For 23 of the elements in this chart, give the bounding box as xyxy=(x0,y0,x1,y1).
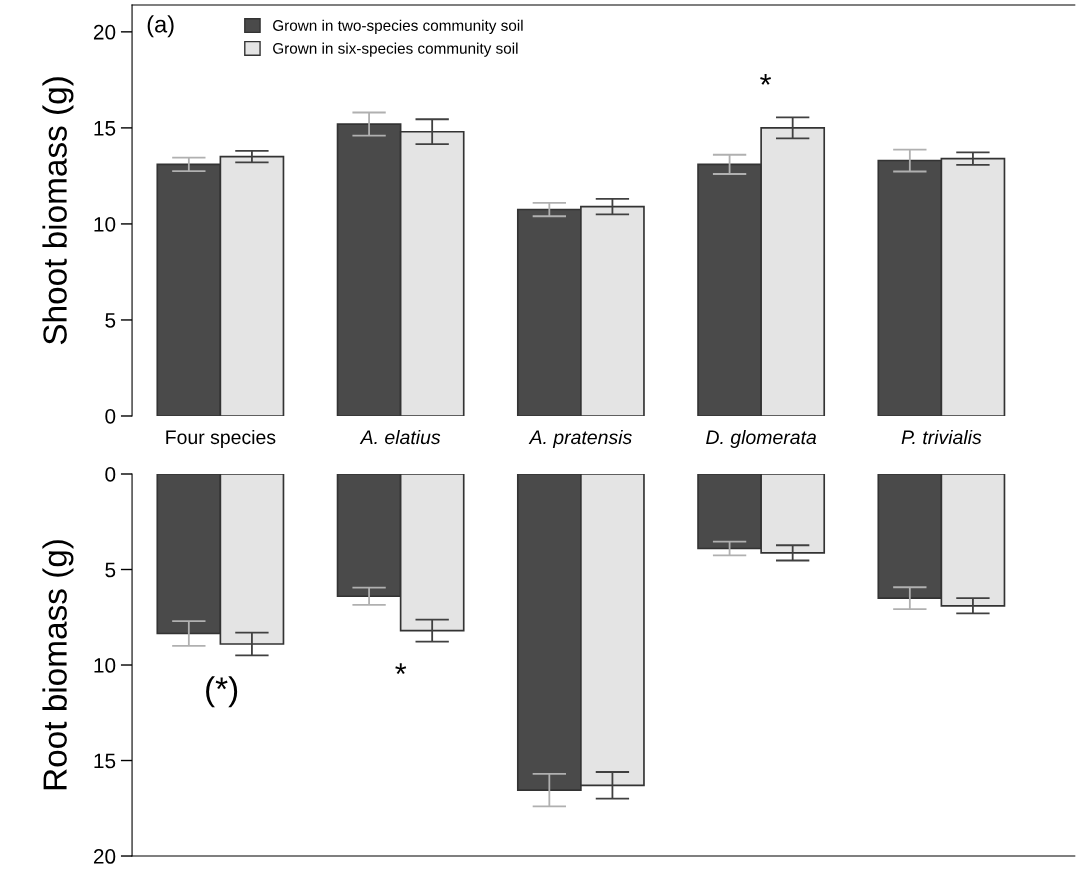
annotation: (*) xyxy=(206,676,238,708)
y-tick-label: 10 xyxy=(94,658,116,673)
x-tick-label: D. glomerata xyxy=(706,429,817,448)
y-tick-label: 0 xyxy=(105,467,116,482)
y-tick-label: 20 xyxy=(93,849,116,864)
y-tick-label: 5 xyxy=(105,562,116,578)
y-tick-label: 15 xyxy=(94,753,116,769)
annotation: * xyxy=(395,663,407,675)
x-tick-label: P. trivialis xyxy=(901,429,982,445)
annotation: * xyxy=(760,74,772,85)
x-tick-label: A. pratensis xyxy=(528,429,632,448)
annotation: (a) xyxy=(147,15,174,38)
legend-label: Grown in six-species community soil xyxy=(273,42,518,57)
y-tick-label: 0 xyxy=(105,408,116,424)
y-axis-title: Shoot biomass (g) xyxy=(42,77,74,345)
y-tick-label: 20 xyxy=(93,24,116,40)
y-tick-label: 5 xyxy=(105,313,116,328)
y-axis-title: Root biomass (g) xyxy=(42,540,74,790)
y-tick-label: 15 xyxy=(94,121,116,136)
x-tick-label: A. elatius xyxy=(359,429,441,445)
x-tick-label: Four species xyxy=(166,429,276,448)
legend-label: Grown in two-species community soil xyxy=(273,19,523,34)
y-tick-label: 10 xyxy=(94,216,116,232)
